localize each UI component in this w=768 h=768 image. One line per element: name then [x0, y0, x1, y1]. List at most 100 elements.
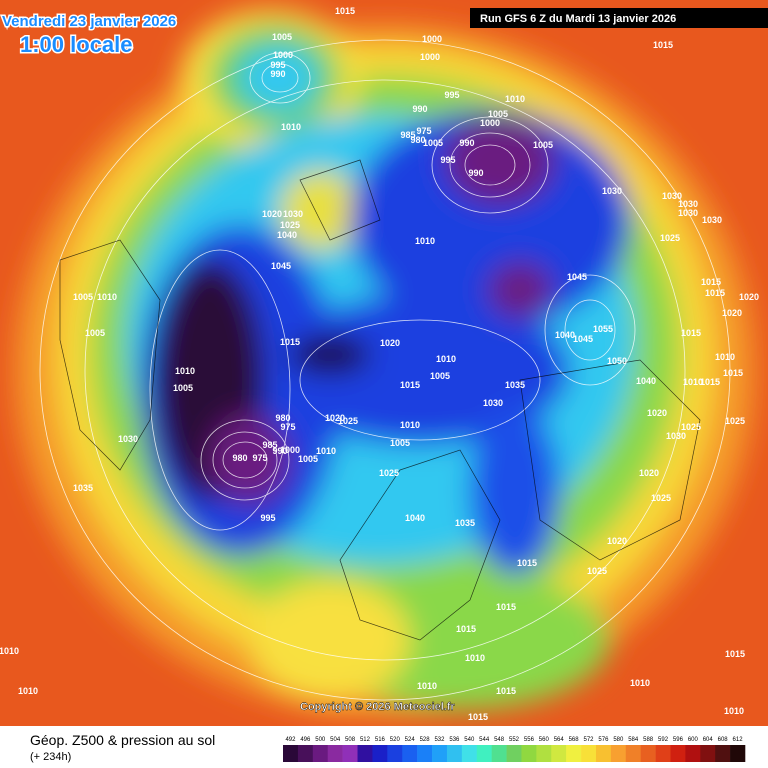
- isobar-label: 1030: [283, 209, 303, 219]
- isobar-label: 1005: [423, 138, 443, 148]
- isobar-label: 1035: [73, 483, 93, 493]
- isobar-label: 1030: [118, 434, 138, 444]
- scale-label: 536: [449, 737, 460, 743]
- scale-label: 580: [613, 737, 624, 743]
- scale-label: 588: [643, 737, 654, 743]
- isobar-label: 1005: [430, 371, 450, 381]
- isobar-label: 1040: [636, 376, 656, 386]
- isobar-label: 1015: [725, 649, 745, 659]
- legend-title: Géop. Z500 & pression au sol: [30, 732, 215, 748]
- isobar-label: 1025: [338, 416, 358, 426]
- scale-label: 560: [539, 737, 550, 743]
- scale-label: 612: [733, 737, 744, 743]
- isobar-label: 1015: [517, 558, 537, 568]
- isobar-label: 1015: [653, 40, 673, 50]
- isobar-label: 990: [468, 168, 483, 178]
- isobar-label: 1020: [607, 536, 627, 546]
- isobar-label: 1010: [630, 678, 650, 688]
- isobar-label: 995: [444, 90, 459, 100]
- coastlines: [59, 159, 701, 641]
- isobar-label: 1045: [573, 334, 593, 344]
- isobar-label: 1030: [662, 191, 682, 201]
- isobar-label: 1005: [390, 438, 410, 448]
- isobar-label: 1025: [681, 422, 701, 432]
- scale-swatch: [446, 745, 463, 762]
- isobar-label: 995: [270, 60, 285, 70]
- isobar-label: 990: [459, 138, 474, 148]
- isobar-label: 1030: [702, 215, 722, 225]
- scale-label: 564: [554, 737, 565, 743]
- isobar-label: 1005: [272, 32, 292, 42]
- isobar-label: 1005: [533, 140, 553, 150]
- scale-label: 604: [703, 737, 714, 743]
- isobar-label: 1020: [722, 308, 742, 318]
- scale-swatch: [566, 745, 582, 762]
- isobar-label: 975: [416, 126, 431, 136]
- isobar-label: 1015: [496, 602, 516, 612]
- isobar-label: 1020: [262, 209, 282, 219]
- isobar-label: 1045: [567, 272, 587, 282]
- isobar-label: 1035: [455, 518, 475, 528]
- scale-swatch: [506, 745, 522, 762]
- isobar-label: 1030: [678, 208, 698, 218]
- scale-label: 524: [405, 737, 416, 743]
- isobar-label: 985: [400, 130, 415, 140]
- isobar-label: 990: [412, 104, 427, 114]
- scale-swatch: [402, 745, 418, 762]
- scale-swatch: [551, 745, 567, 762]
- isobar-label: 1005: [488, 109, 508, 119]
- scale-label: 548: [494, 737, 505, 743]
- scale-swatch: [476, 745, 492, 762]
- isobar-label: 1035: [505, 380, 525, 390]
- scale-swatch: [297, 745, 314, 762]
- isobar-label: 1045: [271, 261, 291, 271]
- isobar-label: 1030: [602, 186, 622, 196]
- scale-label: 576: [598, 737, 609, 743]
- scale-label: 512: [360, 737, 371, 743]
- isobar-label: 1050: [607, 356, 627, 366]
- copyright: Copyright © 2026 Meteociel.fr: [300, 701, 456, 713]
- isobar-label: 1010: [415, 236, 435, 246]
- scale-swatch: [417, 745, 433, 762]
- isobar-label: 1020: [639, 468, 659, 478]
- scale-label: 500: [315, 737, 326, 743]
- isobar-label: 980: [232, 453, 247, 463]
- isobar-label: 1015: [400, 380, 420, 390]
- isobar-label: 1005: [173, 383, 193, 393]
- isobar-label: 1010: [400, 420, 420, 430]
- isobar-label: 980: [410, 135, 425, 145]
- scale-label: 532: [434, 737, 445, 743]
- isobar-label: 1010: [417, 681, 437, 691]
- isobar-label: 995: [260, 513, 275, 523]
- scale-swatch: [655, 745, 671, 762]
- isobar-label: 1025: [587, 566, 607, 576]
- scale-swatch: [521, 745, 537, 762]
- isobar-label: 1005: [85, 328, 105, 338]
- isobar-label: 980: [275, 413, 290, 423]
- scale-swatch: [715, 745, 731, 762]
- isobar-label: 1025: [280, 220, 300, 230]
- scale-swatch: [595, 745, 612, 762]
- scale-swatch: [312, 745, 329, 762]
- isobar-label: 1020: [739, 292, 759, 302]
- scale-label: 520: [390, 737, 401, 743]
- scale-swatch: [342, 745, 358, 762]
- isobar-label: 1030: [483, 398, 503, 408]
- isobar-label: 1000: [422, 34, 442, 44]
- scale-swatch: [536, 745, 552, 762]
- scale-swatch: [625, 745, 641, 762]
- isobar-label: 1025: [651, 493, 671, 503]
- scale-label: 496: [300, 737, 311, 743]
- isobars: [39, 39, 731, 701]
- isobar-label: 1015: [335, 6, 355, 16]
- isobar-label: 1015: [681, 328, 701, 338]
- isobar-label: 1005: [73, 292, 93, 302]
- isobar-label: 1015: [496, 686, 516, 696]
- scale-swatch: [357, 745, 373, 762]
- isobar-label: 975: [280, 422, 295, 432]
- isobar-label: 1000: [480, 118, 500, 128]
- legend-subtitle: (+ 234h): [30, 751, 71, 763]
- isobar-label: 1010: [465, 653, 485, 663]
- scale-swatch: [670, 745, 686, 762]
